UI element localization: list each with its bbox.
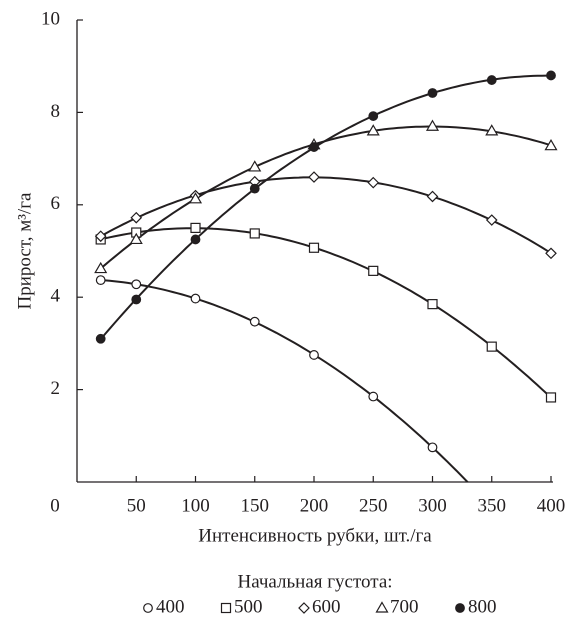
marker [485, 214, 498, 226]
marker [368, 391, 379, 402]
y-tick-label: 10 [41, 8, 60, 29]
marker [249, 228, 260, 239]
marker [308, 171, 320, 183]
marker [129, 232, 143, 245]
marker [131, 294, 142, 305]
y-tick-label: 4 [51, 286, 61, 307]
marker [249, 183, 260, 194]
marker [309, 142, 319, 152]
marker [368, 111, 379, 121]
marker [366, 124, 380, 136]
marker [308, 242, 320, 253]
marker [427, 299, 438, 310]
x-tick-label: 50 [127, 495, 146, 516]
marker [427, 88, 438, 98]
marker [143, 603, 153, 613]
marker [544, 138, 558, 151]
marker [130, 211, 143, 224]
marker [486, 341, 497, 352]
marker [95, 275, 106, 286]
x-tick-label: 200 [300, 495, 329, 516]
legend-label: 800 [468, 596, 497, 617]
marker [248, 160, 262, 172]
marker [427, 442, 438, 453]
marker [309, 350, 319, 360]
x-tick-label: 150 [241, 495, 270, 516]
x-tick-label: 350 [478, 495, 507, 516]
x-tick-label: 0 [50, 495, 60, 516]
marker [190, 293, 201, 304]
marker [545, 392, 557, 403]
fit-curve [100, 176, 552, 254]
legend-label: 500 [234, 596, 263, 617]
marker [220, 602, 232, 614]
marker [545, 247, 557, 260]
x-tick-label: 100 [181, 495, 210, 516]
marker [188, 192, 203, 204]
x-tick-label: 400 [537, 495, 566, 516]
y-axis-label: Прирост, м³/га [14, 192, 35, 309]
marker [190, 222, 201, 233]
marker [368, 265, 379, 276]
fit-curve [100, 227, 552, 399]
marker [249, 316, 260, 327]
y-tick-label: 6 [51, 193, 61, 214]
marker [367, 176, 380, 189]
x-axis-label: Интенсивность рубки, шт./га [198, 525, 432, 546]
x-tick-label: 250 [359, 495, 388, 516]
fit-curve [99, 74, 551, 340]
y-tick-label: 8 [51, 101, 61, 122]
legend-label: 700 [390, 596, 419, 617]
marker [94, 261, 108, 274]
marker [546, 70, 556, 81]
marker [94, 230, 107, 243]
marker [131, 279, 142, 290]
marker [95, 333, 106, 344]
marker [486, 75, 497, 85]
marker [485, 124, 499, 136]
curves [99, 74, 552, 482]
marker [455, 603, 465, 613]
fit-curve [100, 125, 552, 270]
legend-label: 600 [312, 596, 341, 617]
x-tick-label: 300 [418, 495, 447, 516]
marker [426, 190, 439, 203]
marker [425, 119, 440, 131]
legend-label: 400 [156, 596, 185, 617]
fit-curve [100, 279, 469, 482]
legend-title: Начальная густота: [237, 571, 392, 592]
marker [375, 601, 389, 613]
marker [298, 602, 310, 614]
y-tick-label: 2 [51, 378, 61, 399]
marker [190, 234, 201, 245]
